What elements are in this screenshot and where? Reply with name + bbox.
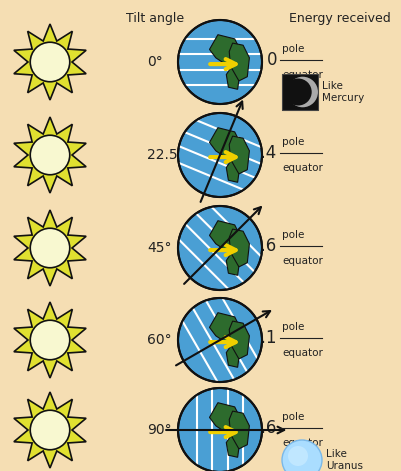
Circle shape [30,320,70,360]
Polygon shape [209,128,241,159]
Polygon shape [226,254,240,276]
Text: 0: 0 [267,51,277,69]
Polygon shape [14,302,86,378]
Text: pole: pole [282,230,304,240]
Circle shape [30,135,70,175]
Circle shape [282,440,322,471]
Circle shape [178,298,262,382]
Text: 45°: 45° [147,241,172,255]
Polygon shape [226,346,240,367]
Polygon shape [226,68,240,89]
Text: 1.1: 1.1 [251,329,277,347]
Circle shape [285,79,312,106]
Text: Energy received: Energy received [289,12,391,25]
Text: Like
Mercury: Like Mercury [322,81,364,103]
Circle shape [288,446,308,466]
Circle shape [178,206,262,290]
Text: equator: equator [282,70,323,80]
Text: pole: pole [282,412,304,422]
Text: 0°: 0° [147,55,163,69]
Text: pole: pole [282,322,304,332]
Polygon shape [229,321,249,359]
Polygon shape [229,43,249,81]
Text: 60°: 60° [147,333,172,347]
Text: equator: equator [282,256,323,266]
Text: 90°: 90° [147,423,172,437]
Polygon shape [229,411,249,449]
Circle shape [30,42,70,82]
Circle shape [30,410,70,450]
Polygon shape [209,403,241,434]
Polygon shape [14,117,86,193]
Text: equator: equator [282,438,323,448]
Polygon shape [229,229,249,267]
Polygon shape [209,35,241,66]
Polygon shape [226,436,240,457]
Circle shape [288,77,318,107]
Polygon shape [226,161,240,182]
Text: 0.4: 0.4 [251,144,277,162]
Text: Tilt angle: Tilt angle [126,12,184,25]
Text: equator: equator [282,348,323,358]
Polygon shape [209,313,241,344]
Text: equator: equator [282,163,323,173]
Circle shape [178,388,262,471]
Bar [282,74,318,110]
Circle shape [178,20,262,104]
Polygon shape [229,136,249,174]
Circle shape [178,113,262,197]
Polygon shape [14,24,86,100]
Bar [282,74,318,110]
Polygon shape [14,392,86,468]
Polygon shape [14,210,86,286]
Text: 1.6: 1.6 [251,419,277,437]
Text: Like
Uranus: Like Uranus [326,449,363,471]
Polygon shape [209,221,241,252]
Circle shape [30,228,70,268]
Text: pole: pole [282,137,304,147]
Text: pole: pole [282,44,304,54]
Text: 0.6: 0.6 [251,237,277,255]
Text: 22.5°: 22.5° [147,148,184,162]
